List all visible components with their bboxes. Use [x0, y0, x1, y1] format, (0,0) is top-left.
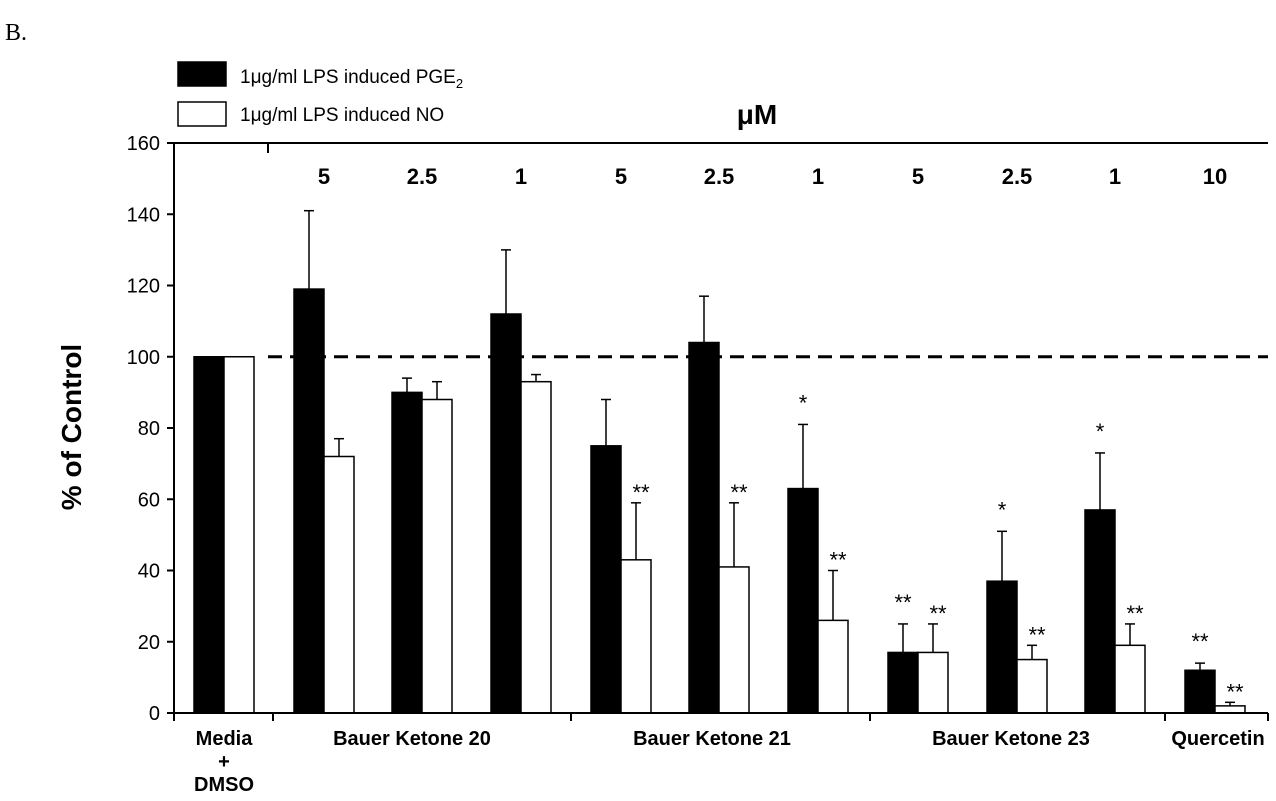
group-label: Quercetin — [1171, 728, 1264, 750]
bar-pge2 — [887, 651, 919, 714]
significance-pge2: * — [998, 497, 1007, 522]
bar-pge2 — [293, 288, 325, 714]
significance-no: ** — [1226, 679, 1244, 704]
bar-no — [520, 380, 552, 714]
dose-label: 5 — [318, 164, 330, 189]
x-axis — [173, 142, 1269, 721]
bar-pge2 — [1184, 669, 1216, 714]
bar-no — [718, 566, 750, 714]
bar-no — [917, 651, 949, 714]
y-tick-label: 60 — [138, 489, 160, 511]
dose-label: 10 — [1203, 164, 1227, 189]
significance-no: ** — [829, 548, 847, 573]
unit-label: μM — [737, 99, 777, 130]
dose-label: 5 — [615, 164, 627, 189]
dose-label: 1 — [515, 164, 527, 189]
y-tick-label: 80 — [138, 418, 160, 440]
bar-no — [1016, 658, 1048, 714]
significance-no: ** — [730, 480, 748, 505]
bar-pge2 — [490, 313, 522, 714]
group-label: Bauer Ketone 23 — [932, 728, 1090, 750]
bar-pge2 — [688, 341, 720, 714]
bar-pge2 — [193, 356, 225, 714]
group-label: + — [218, 751, 230, 773]
bars — [193, 209, 1246, 714]
annotations: 5 2.5 1 5**2.5**1***5** **2.5***1***10****Me… — [194, 164, 1265, 796]
y-tick-label: 100 — [127, 347, 160, 369]
significance-no: ** — [632, 480, 650, 505]
legend-swatch-no — [177, 101, 227, 127]
significance-pge2: ** — [1191, 629, 1209, 654]
y-tick-label: 160 — [127, 133, 160, 155]
y-tick-label: 40 — [138, 561, 160, 583]
legend-swatch-pge2 — [177, 61, 227, 87]
group-label: Bauer Ketone 20 — [333, 728, 491, 750]
y-tick-label: 0 — [149, 703, 160, 725]
group-label: Bauer Ketone 21 — [633, 728, 791, 750]
dose-label: 2.5 — [407, 164, 438, 189]
y-axis: 0 20 40 60 80 100 120 140 160 — [127, 133, 175, 725]
group-label: Media — [196, 728, 254, 750]
y-tick-label: 120 — [127, 276, 160, 298]
significance-no: ** — [1028, 622, 1046, 647]
dose-label: 1 — [812, 164, 824, 189]
y-axis-label: % of Control — [56, 344, 87, 510]
significance-no: ** — [1126, 601, 1144, 626]
legend-label-pge2: 1μg/ml LPS induced PGE2 — [240, 67, 463, 91]
significance-pge2: * — [799, 390, 808, 415]
legend-label-no: 1μg/ml LPS induced NO — [240, 105, 444, 126]
bar-no — [323, 455, 355, 714]
significance-pge2: * — [1096, 419, 1105, 444]
bar-pge2 — [787, 487, 819, 714]
bar-no — [421, 398, 453, 714]
panel-label: B. — [5, 20, 27, 46]
bar-no — [223, 356, 255, 714]
dose-label: 5 — [912, 164, 924, 189]
significance-no: ** — [929, 601, 947, 626]
significance-pge2: ** — [894, 590, 912, 615]
bar-pge2 — [1084, 509, 1116, 714]
bar-no — [817, 619, 849, 714]
bar-pge2 — [590, 445, 622, 714]
dose-label: 2.5 — [704, 164, 735, 189]
y-tick-label: 140 — [127, 204, 160, 226]
group-label: DMSO — [194, 774, 254, 796]
bar-no — [1114, 644, 1146, 714]
legend: 1μg/ml LPS induced PGE2 1μg/ml LPS induc… — [177, 61, 463, 127]
bar-no — [1214, 705, 1246, 714]
y-tick-label: 20 — [138, 632, 160, 654]
dose-label: 2.5 — [1002, 164, 1033, 189]
bar-pge2 — [986, 580, 1018, 714]
dose-label: 1 — [1109, 164, 1121, 189]
bar-pge2 — [391, 391, 423, 714]
bar-no — [620, 559, 652, 714]
